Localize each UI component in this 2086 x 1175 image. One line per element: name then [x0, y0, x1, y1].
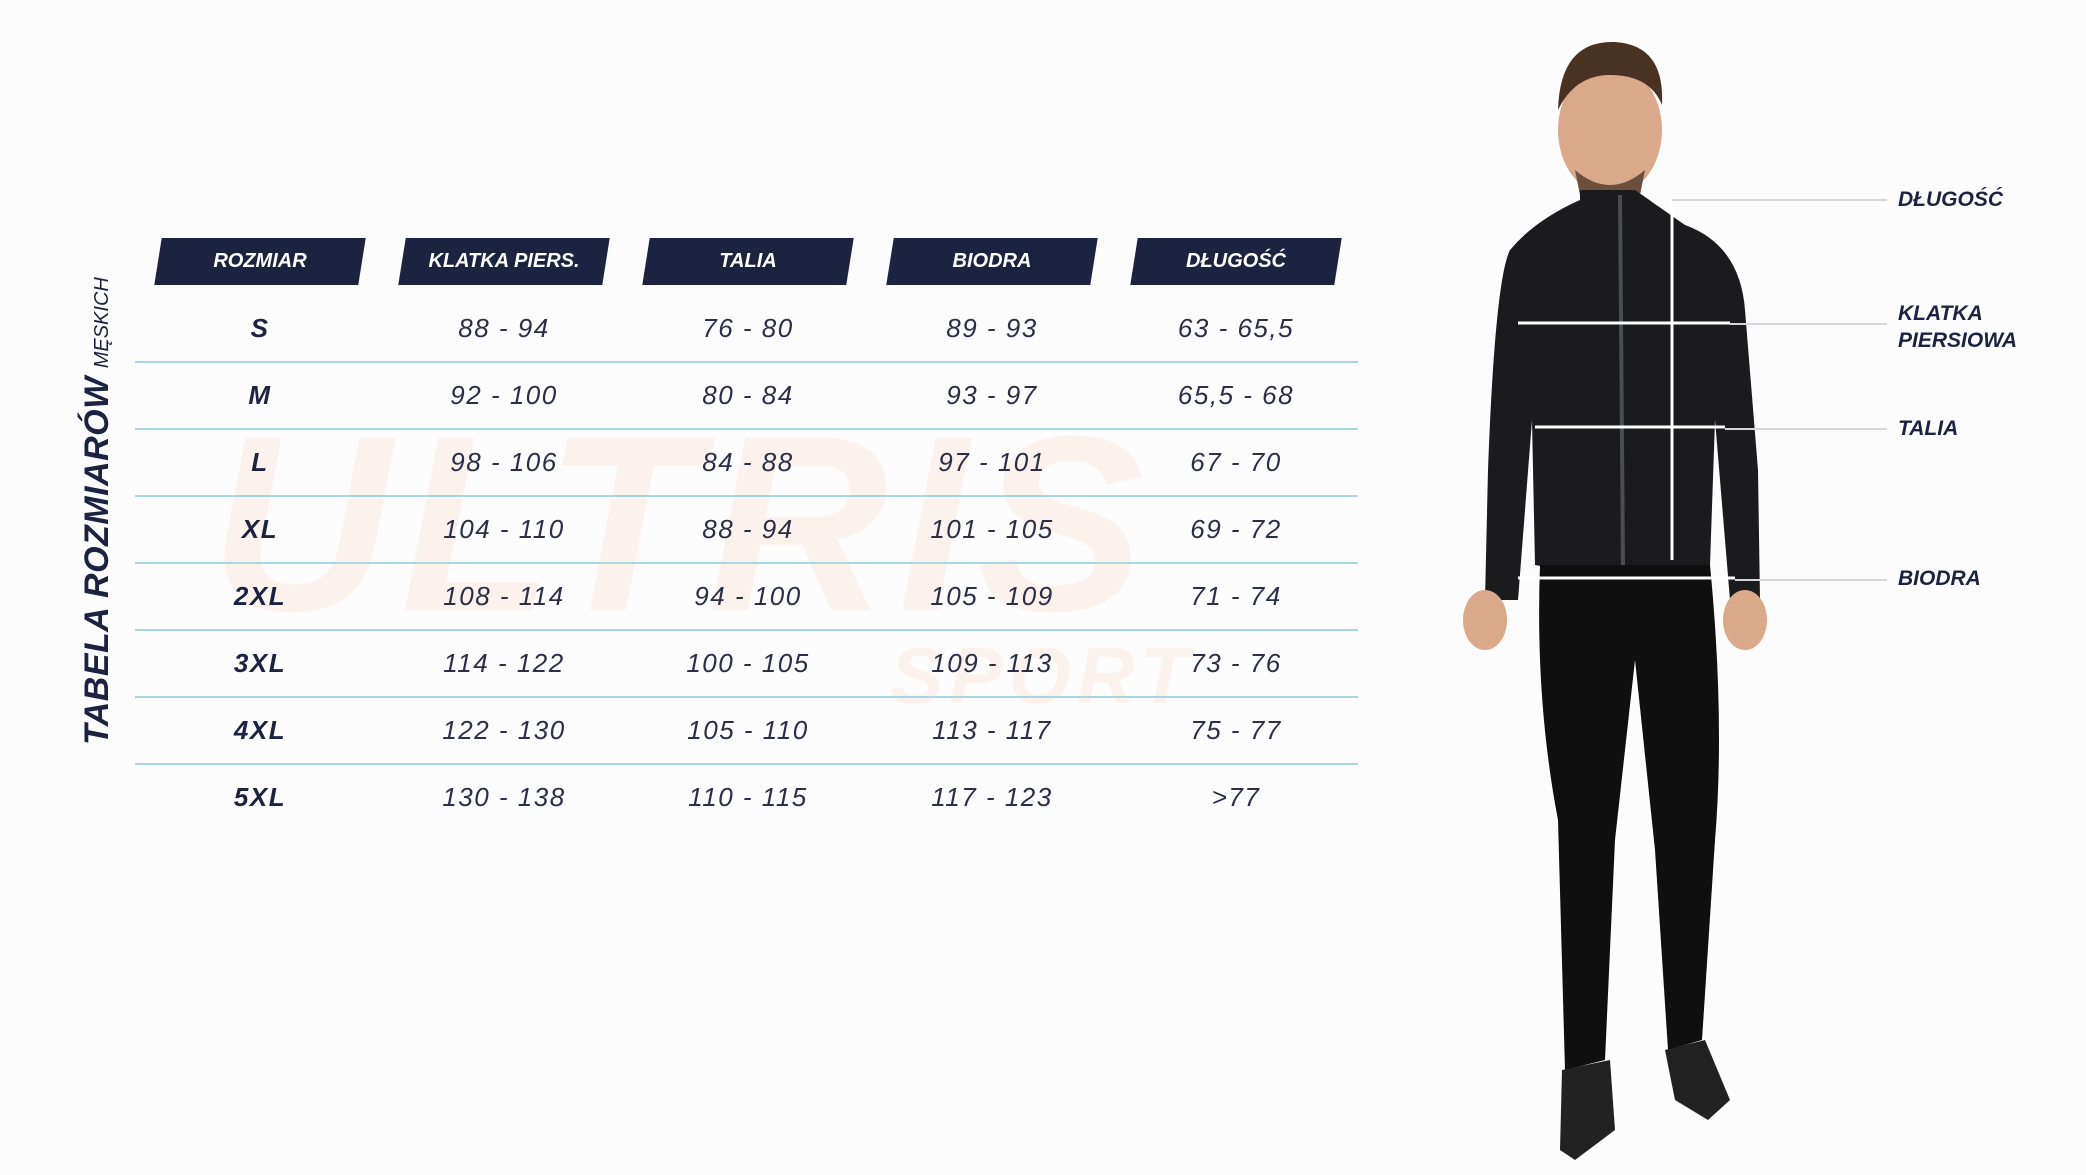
model-tights — [1539, 565, 1719, 1070]
measurement-cell: 92 - 100 — [450, 380, 558, 410]
label-chest: KLATKA PIERSIOWA — [1898, 300, 2017, 354]
measurement-cell: 69 - 72 — [1190, 514, 1282, 544]
column-header-label: TALIA — [719, 250, 777, 272]
column-header: KLATKA PIERS. — [398, 238, 610, 285]
measurement-cell: 71 - 74 — [1190, 581, 1282, 611]
model-figure — [1463, 41, 1767, 1160]
measurement-cell: 73 - 76 — [1190, 648, 1282, 678]
table-row: XL 104 - 110 88 - 94 101 - 105 69 - 72 — [135, 497, 1358, 564]
column-header-label: BIODRA — [952, 250, 1032, 272]
measurement-cell: 113 - 117 — [932, 715, 1052, 745]
measurement-cell: 101 - 105 — [930, 514, 1054, 544]
size-cell: 4XL — [233, 715, 287, 745]
size-cell: 5XL — [233, 782, 287, 812]
column-header: DŁUGOŚĆ — [1130, 238, 1342, 285]
row-divider — [135, 763, 1358, 765]
measurement-cell: 122 - 130 — [442, 715, 566, 745]
column-header-label: KLATKA PIERS. — [428, 250, 580, 272]
measurement-cell: 84 - 88 — [702, 447, 794, 477]
measurement-cell: 63 - 65,5 — [1177, 313, 1295, 343]
measurement-cell: 75 - 77 — [1190, 715, 1282, 745]
row-divider — [135, 428, 1358, 430]
measurement-cell: 88 - 94 — [702, 514, 794, 544]
column-header: BIODRA — [886, 238, 1098, 285]
model-head — [1558, 41, 1663, 203]
measurement-cell: 89 - 93 — [946, 313, 1038, 343]
measurement-cell: 100 - 105 — [686, 648, 810, 678]
column-header: TALIA — [642, 238, 854, 285]
measurement-cell: 80 - 84 — [702, 380, 794, 410]
measurement-lines — [1518, 200, 1735, 580]
table-row: S 88 - 94 76 - 80 89 - 93 63 - 65,5 — [135, 296, 1358, 363]
measurement-cell: 93 - 97 — [946, 380, 1038, 410]
row-divider — [135, 696, 1358, 698]
watermark-logo-sport: SPORT — [890, 631, 1195, 720]
column-header: ROZMIAR — [154, 238, 366, 285]
label-length: DŁUGOŚĆ — [1898, 188, 2003, 211]
label-waist: TALIA — [1898, 417, 1959, 440]
row-divider — [135, 562, 1358, 564]
table-row: 5XL 130 - 138 110 - 115 117 - 123 >77 — [135, 765, 1358, 832]
measurement-cell: 110 - 115 — [688, 782, 808, 812]
measurement-cell: 114 - 122 — [443, 648, 565, 678]
table-row: 4XL 122 - 130 105 - 110 113 - 117 75 - 77 — [135, 698, 1358, 765]
row-divider — [135, 361, 1358, 363]
measurement-cell: 97 - 101 — [938, 447, 1046, 477]
measurement-cell: 109 - 113 — [931, 648, 1053, 678]
measurement-cell: 98 - 106 — [450, 447, 558, 477]
measurement-cell: 105 - 109 — [930, 581, 1054, 611]
row-divider — [135, 629, 1358, 631]
measurement-cell: 105 - 110 — [687, 715, 809, 745]
measurement-cell: 108 - 114 — [443, 581, 565, 611]
size-cell: 3XL — [233, 648, 287, 678]
label-chest-line2: PIERSIOWA — [1898, 329, 2018, 352]
measurement-cell: 130 - 138 — [442, 782, 566, 812]
size-cell: M — [248, 380, 272, 410]
table-row: L 98 - 106 84 - 88 97 - 101 67 - 70 — [135, 430, 1358, 497]
table-title-sub: MĘSKICH — [91, 277, 113, 369]
measurement-cell: >77 — [1211, 782, 1261, 812]
measurement-cell: 65,5 - 68 — [1177, 380, 1295, 410]
measurement-cell: 76 - 80 — [702, 313, 794, 343]
label-chest-line1: KLATKA — [1898, 302, 1983, 325]
waist-guide-line — [1725, 428, 1887, 430]
chest-guide-line — [1730, 323, 1887, 325]
measurement-cell: 88 - 94 — [458, 313, 550, 343]
column-header-label: DŁUGOŚĆ — [1186, 250, 1286, 272]
measurement-cell: 104 - 110 — [443, 514, 565, 544]
size-cell: XL — [241, 514, 279, 544]
hips-guide-line — [1735, 579, 1887, 581]
column-header-label: ROZMIAR — [213, 250, 307, 272]
size-cell: S — [250, 313, 270, 343]
size-cell: L — [251, 447, 269, 477]
measurement-cell: 117 - 123 — [931, 782, 1053, 812]
watermark-logo: ULTRIS — [210, 384, 1155, 663]
table-row: M 92 - 100 80 - 84 93 - 97 65,5 - 68 — [135, 363, 1358, 430]
size-cell: 2XL — [233, 581, 287, 611]
measurement-cell: 94 - 100 — [694, 581, 802, 611]
measurement-cell: 67 - 70 — [1190, 447, 1282, 477]
table-row: 3XL 114 - 122 100 - 105 109 - 113 73 - 76 — [135, 631, 1358, 698]
label-hips: BIODRA — [1898, 567, 1981, 590]
length-guide-line — [1672, 199, 1887, 201]
row-divider — [135, 495, 1358, 497]
table-title-main: TABELA ROZMIARÓW — [78, 376, 116, 745]
table-row: 2XL 108 - 114 94 - 100 105 - 109 71 - 74 — [135, 564, 1358, 631]
table-title: TABELA ROZMIARÓW MĘSKICH — [78, 277, 117, 745]
